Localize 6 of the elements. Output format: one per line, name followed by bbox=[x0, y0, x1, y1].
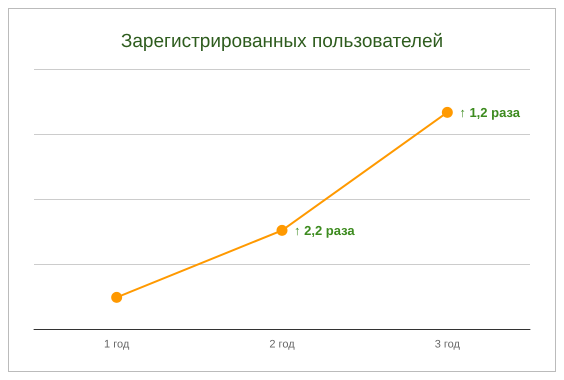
annotation: ↑ 1,2 раза bbox=[459, 104, 521, 120]
x-tick-label: 1 год bbox=[104, 338, 130, 350]
annotation: ↑ 2,2 раза bbox=[294, 222, 356, 238]
chart-title: Зарегистрированных пользователей bbox=[120, 31, 444, 52]
x-tick-label: 3 год bbox=[434, 338, 461, 350]
x-tick-label: 2 год bbox=[269, 338, 296, 350]
